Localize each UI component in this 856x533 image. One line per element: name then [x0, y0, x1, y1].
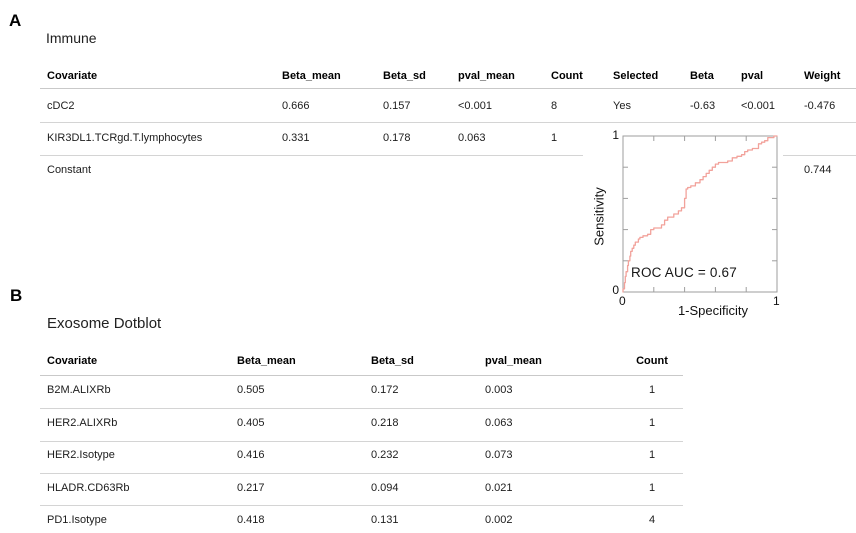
b-row5-beta-mean: 0.418	[237, 514, 265, 526]
a-col-header-beta-sd: Beta_sd	[383, 70, 426, 82]
b-col-header-covariate: Covariate	[47, 355, 98, 367]
roc-y-axis-label: Sensitivity	[591, 187, 607, 246]
b-row1-beta-mean: 0.505	[237, 384, 265, 396]
a-row2-covariate: KIR3DL1.TCRgd.T.lymphocytes	[47, 132, 203, 144]
roc-frame	[622, 135, 778, 293]
b-col-header-beta-mean: Beta_mean	[237, 355, 296, 367]
roc-ytick-0: 0	[612, 283, 619, 297]
a-row1-covariate: cDC2	[47, 100, 75, 112]
b-row2-pval-mean: 0.063	[485, 417, 513, 429]
roc-ytick-1: 1	[612, 128, 619, 142]
roc-xtick-0: 0	[619, 294, 626, 308]
b-row2-count: 1	[648, 417, 656, 429]
b-row4-count: 1	[648, 482, 656, 494]
a-col-header-covariate: Covariate	[47, 70, 98, 82]
a-row1-weight: -0.476	[804, 100, 836, 112]
a-row2-beta-sd: 0.178	[383, 132, 411, 144]
b-row1-covariate: B2M.ALIXRb	[47, 384, 111, 396]
b-row5-pval-mean: 0.002	[485, 514, 513, 526]
b-row4-beta-mean: 0.217	[237, 482, 265, 494]
b-row4-pval-mean: 0.021	[485, 482, 513, 494]
a-col-header-weight: Weight	[804, 70, 841, 82]
panel-b-label: B	[10, 286, 23, 305]
roc-xtick-1: 1	[773, 294, 780, 308]
a-col-header-beta-mean: Beta_mean	[282, 70, 341, 82]
a-row1-selected: Yes	[613, 100, 631, 112]
a-row2-count: 1	[551, 132, 558, 144]
a-row3-covariate: Constant	[47, 164, 92, 176]
panel-a-label: A	[9, 11, 22, 30]
a-col-header-beta: Beta	[690, 70, 714, 82]
b-row3-beta-sd: 0.232	[371, 449, 399, 461]
b-row1-pval-mean: 0.003	[485, 384, 513, 396]
a-row3-weight: 0.744	[804, 164, 832, 176]
a-col-header-selected: Selected	[613, 70, 659, 82]
b-header-divider	[40, 375, 683, 376]
b-row5-count: 4	[648, 514, 656, 526]
b-row4-covariate: HLADR.CD63Rb	[47, 482, 130, 494]
roc-canvas	[622, 135, 778, 293]
b-row3-covariate: HER2.Isotype	[47, 449, 115, 461]
b-row-divider	[40, 505, 683, 506]
b-row-divider	[40, 441, 683, 442]
b-row3-count: 1	[648, 449, 656, 461]
b-row4-beta-sd: 0.094	[371, 482, 399, 494]
b-row2-covariate: HER2.ALIXRb	[47, 417, 118, 429]
a-row2-pval-mean: 0.063	[458, 132, 486, 144]
a-row1-count: 8	[551, 100, 558, 112]
roc-plot: 1 0 0 1 1-Specificity Sensitivity ROC AU…	[583, 125, 783, 320]
a-col-header-pval-mean: pval_mean	[458, 70, 515, 82]
roc-x-axis-label: 1-Specificity	[677, 303, 749, 318]
a-col-header-pval: pval	[741, 70, 764, 82]
roc-auc-annotation: ROC AUC = 0.67	[631, 265, 737, 280]
panel-b-title: Exosome Dotblot	[47, 315, 162, 332]
roc-minor-ticks	[623, 136, 777, 292]
a-row-divider	[40, 122, 856, 123]
b-row3-pval-mean: 0.073	[485, 449, 513, 461]
a-row1-pval-mean: <0.001	[458, 100, 492, 112]
b-col-header-count: Count	[636, 355, 668, 367]
a-row1-beta-mean: 0.666	[282, 100, 310, 112]
b-row3-beta-mean: 0.416	[237, 449, 265, 461]
b-row1-beta-sd: 0.172	[371, 384, 399, 396]
b-row-divider	[40, 408, 683, 409]
a-row2-beta-mean: 0.331	[282, 132, 310, 144]
panel-a-title: Immune	[46, 30, 97, 46]
b-row2-beta-mean: 0.405	[237, 417, 265, 429]
b-row5-covariate: PD1.Isotype	[47, 514, 107, 526]
b-row-divider	[40, 473, 683, 474]
b-row1-count: 1	[648, 384, 656, 396]
b-row2-beta-sd: 0.218	[371, 417, 399, 429]
a-header-divider	[40, 88, 856, 89]
a-row1-beta: -0.63	[690, 100, 716, 112]
b-col-header-pval-mean: pval_mean	[485, 355, 542, 367]
a-row1-pval: <0.001	[741, 100, 775, 112]
b-row5-beta-sd: 0.131	[371, 514, 399, 526]
a-col-header-count: Count	[551, 70, 583, 82]
a-row1-beta-sd: 0.157	[383, 100, 411, 112]
roc-curve	[622, 135, 778, 293]
b-col-header-beta-sd: Beta_sd	[371, 355, 414, 367]
a-row-divider	[40, 155, 856, 156]
